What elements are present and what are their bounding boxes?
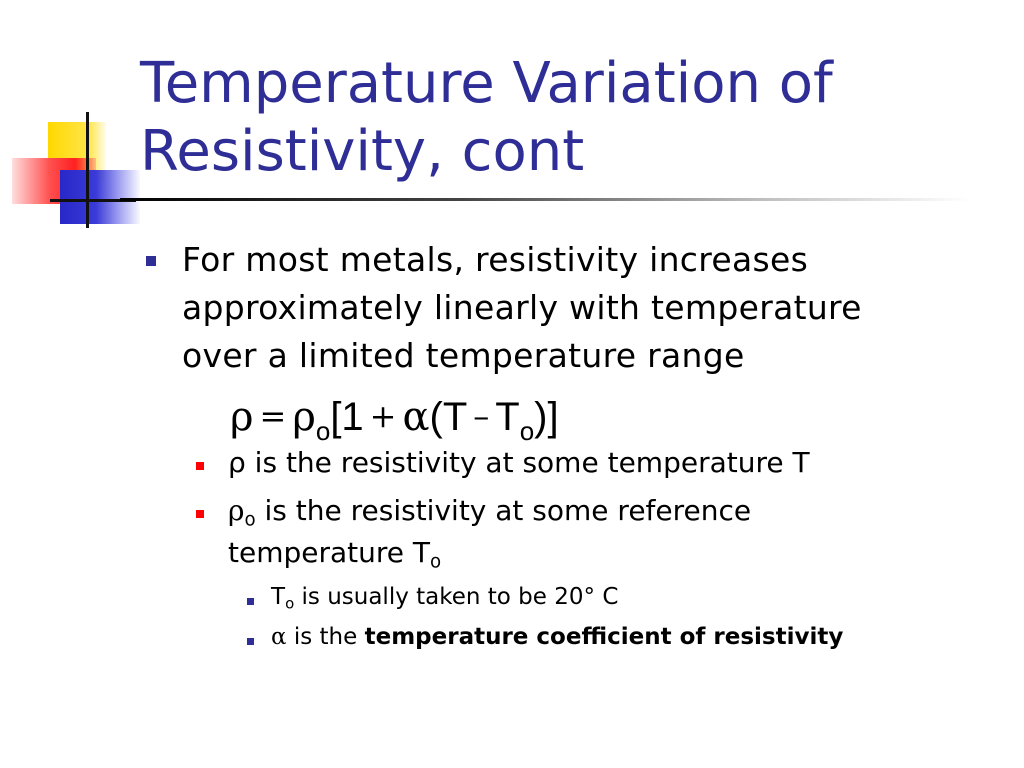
sub-bullet-rho0-text: is the resistivity at some reference — [255, 494, 752, 527]
bullet-marker-level1 — [146, 256, 156, 266]
title-rule — [120, 198, 970, 201]
bullet-marker-level2 — [196, 462, 204, 470]
sub-sub-bullet-alpha-symbol: α — [271, 624, 287, 650]
formula-close-bracket: )] — [534, 395, 559, 439]
sub-bullet-rho: ρ is the resistivity at some temperature… — [228, 442, 988, 484]
bullet-main-line-3: over a limited temperature range — [182, 336, 745, 375]
sub-bullet-rho0-line-2: temperature T — [228, 536, 431, 569]
decoration-horizontal-line — [50, 199, 136, 202]
bullet-main-line-2: approximately linearly with temperature — [182, 288, 862, 327]
formula-rho0-subscript: o — [315, 416, 331, 446]
bullet-marker-level2 — [196, 510, 204, 518]
formula-rho: ρ — [230, 394, 254, 440]
formula-t0: T — [495, 395, 520, 439]
slide-title-line-2: Resistivity, cont — [140, 119, 585, 184]
corner-decoration — [0, 0, 150, 240]
decoration-vertical-line — [86, 112, 89, 228]
bullet-marker-level3 — [247, 638, 254, 645]
sub-bullet-rho0-subscript: o — [244, 509, 256, 531]
formula-rho0: ρ — [292, 394, 316, 440]
formula-open-bracket: [1 — [330, 395, 364, 439]
slide-title: Temperature Variation of Resistivity, co… — [140, 50, 1000, 186]
sub-bullet-rho-text: ρ is the resistivity at some temperature… — [228, 446, 810, 479]
formula-paren-t: (T — [429, 395, 468, 439]
sub-sub-bullet-t0-text: is usually taken to be 20° C — [294, 584, 619, 610]
sub-sub-bullet-t0: To is usually taken to be 20° C — [271, 580, 991, 614]
slide-title-line-1: Temperature Variation of — [140, 51, 833, 116]
bullet-main: For most metals, resistivity increases a… — [182, 236, 1012, 380]
sub-sub-bullet-alpha-bold-term: temperature coefficient of resistivity — [364, 624, 844, 650]
sub-bullet-rho0: ρo is the resistivity at some reference … — [228, 490, 988, 574]
sub-bullet-rho0-line-2-subscript: o — [430, 551, 442, 573]
formula-equals: = — [259, 397, 287, 435]
sub-sub-bullet-alpha-text: is the — [286, 624, 365, 650]
formula-plus: + — [369, 397, 397, 435]
bullet-main-line-1: For most metals, resistivity increases — [182, 240, 809, 279]
formula-alpha: α — [402, 394, 430, 440]
sub-sub-bullet-t0-symbol: T — [271, 584, 286, 610]
sub-sub-bullet-t0-subscript: o — [285, 594, 295, 613]
bullet-marker-level3 — [247, 598, 254, 605]
formula-minus: – — [473, 397, 490, 435]
resistivity-formula: ρ = ρo[1 + α(T – To)] — [230, 388, 559, 448]
sub-sub-bullet-alpha: α is the temperature coefficient of resi… — [271, 620, 991, 654]
blue-square — [60, 170, 140, 224]
sub-bullet-rho0-symbol: ρ — [228, 494, 245, 527]
formula-t0-subscript: o — [519, 416, 535, 446]
